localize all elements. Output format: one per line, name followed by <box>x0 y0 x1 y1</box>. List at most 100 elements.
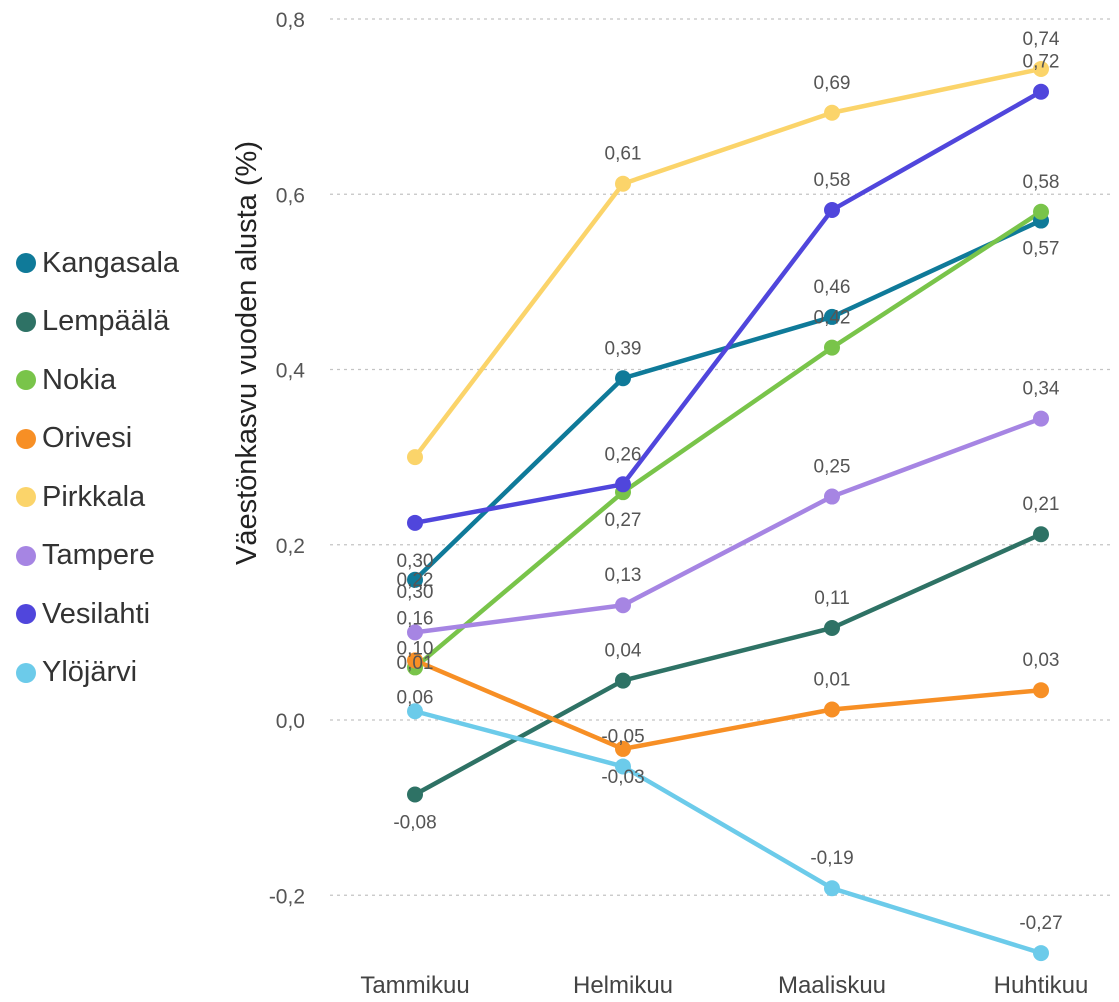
y-tick-label: 0,4 <box>276 360 306 383</box>
legend-marker <box>16 428 36 449</box>
legend-item-pirkkala: Pirkkala <box>16 468 179 527</box>
legend-item-ylöjärvi: Ylöjärvi <box>16 644 179 703</box>
series-line-orivesi <box>412 658 1044 752</box>
y-tick-label: 0,8 <box>276 9 305 32</box>
data-label: 0,57 <box>1023 239 1060 260</box>
legend-item-vesilahti: Vesilahti <box>16 585 179 644</box>
data-point-orivesi <box>824 701 840 718</box>
legend-marker <box>16 545 36 566</box>
chart-legend: Kangasala Lempäälä Nokia Orivesi Pirkkala Tam… <box>16 234 179 702</box>
data-point-lempäälä <box>824 619 840 636</box>
data-label: 0,27 <box>605 510 642 531</box>
legend-marker <box>16 370 36 391</box>
legend-marker <box>16 253 36 274</box>
data-label: 0,26 <box>605 444 642 465</box>
data-label: 0,10 <box>397 638 434 659</box>
data-point-ylöjärvi <box>615 758 631 775</box>
data-label: 0,30 <box>397 551 434 572</box>
data-point-ylöjärvi <box>824 880 840 897</box>
data-point-tampere <box>1033 410 1049 427</box>
data-label: 0,58 <box>1023 172 1060 193</box>
data-label: 0,69 <box>814 73 851 94</box>
series-line-lempäälä <box>412 531 1044 797</box>
legend-label: Orivesi <box>42 422 133 455</box>
data-point-ylöjärvi <box>1033 945 1049 962</box>
legend-item-orivesi: Orivesi <box>16 410 179 469</box>
data-point-orivesi <box>615 740 631 757</box>
legend-item-kangasala: Kangasala <box>16 234 179 293</box>
data-label: 0,39 <box>605 338 642 359</box>
data-point-pirkkala <box>1033 60 1049 77</box>
legend-label: Tampere <box>42 539 155 572</box>
legend-item-lempäälä: Lempäälä <box>16 293 179 352</box>
y-axis-title: Väestönkasvu vuoden alusta (%) <box>231 141 263 565</box>
data-point-nokia <box>824 339 840 356</box>
data-label: 0,21 <box>1023 494 1060 515</box>
data-point-vesilahti <box>824 202 840 219</box>
data-label: 0,13 <box>605 565 642 586</box>
data-label: -0,03 <box>601 767 644 788</box>
legend-marker <box>16 662 36 683</box>
data-label: 0,72 <box>1023 52 1060 73</box>
x-tick-label: Maaliskuu <box>778 972 886 999</box>
data-point-ylöjärvi <box>407 703 423 720</box>
legend-marker <box>16 487 36 508</box>
data-point-kangasala <box>615 370 631 387</box>
data-label: -0,05 <box>601 726 644 747</box>
data-point-lempäälä <box>407 786 423 803</box>
data-label: 0,58 <box>814 170 851 191</box>
data-label: 0,01 <box>397 653 434 674</box>
series-line-pirkkala <box>412 66 1044 460</box>
legend-label: Vesilahti <box>42 597 151 630</box>
data-label: 0,30 <box>397 582 434 603</box>
y-tick-label: 0,6 <box>276 184 305 207</box>
data-point-tampere <box>824 488 840 505</box>
data-label: 0,11 <box>814 588 850 609</box>
data-label: 0,03 <box>1023 650 1060 671</box>
y-tick-label: 0,0 <box>276 710 305 733</box>
x-tick-label: Tammikuu <box>360 972 469 999</box>
data-label: 0,01 <box>814 669 851 690</box>
data-point-orivesi <box>407 652 423 669</box>
data-label: 0,04 <box>605 641 642 662</box>
data-label: 0,34 <box>1023 379 1060 400</box>
series-line-tampere <box>412 416 1044 635</box>
data-label: 0,61 <box>605 144 642 165</box>
data-point-lempäälä <box>1033 526 1049 543</box>
legend-label: Pirkkala <box>42 480 146 513</box>
series-line-vesilahti <box>412 89 1044 526</box>
data-label: 0,46 <box>814 277 851 298</box>
series-line-nokia <box>412 209 1044 670</box>
data-point-kangasala <box>407 571 423 588</box>
data-point-vesilahti <box>615 476 631 493</box>
data-label: -0,08 <box>393 812 436 833</box>
legend-label: Kangasala <box>42 246 180 279</box>
data-point-vesilahti <box>407 514 423 531</box>
data-point-pirkkala <box>824 104 840 121</box>
legend-label: Nokia <box>42 363 117 396</box>
x-tick-label: Helmikuu <box>573 972 673 999</box>
data-point-lempäälä <box>615 672 631 689</box>
data-label: -0,27 <box>1019 913 1062 934</box>
data-point-tampere <box>407 624 423 641</box>
legend-label: Lempäälä <box>42 305 170 338</box>
data-label: 0,25 <box>814 457 851 478</box>
legend-item-tampere: Tampere <box>16 527 179 586</box>
legend-marker <box>16 604 36 625</box>
legend-marker <box>16 311 36 332</box>
legend-item-nokia: Nokia <box>16 351 179 410</box>
data-label: -0,19 <box>810 848 853 869</box>
x-tick-label: Huhtikuu <box>994 972 1089 999</box>
data-label: 0,16 <box>397 608 434 629</box>
data-point-tampere <box>615 597 631 614</box>
data-label: 0,06 <box>397 687 434 708</box>
legend-label: Ylöjärvi <box>42 656 138 689</box>
data-point-vesilahti <box>1033 83 1049 100</box>
data-point-pirkkala <box>615 175 631 192</box>
data-point-kangasala <box>824 308 840 325</box>
data-point-pirkkala <box>407 449 423 466</box>
data-label: 0,74 <box>1023 29 1060 50</box>
data-label: 0,42 <box>814 308 851 329</box>
